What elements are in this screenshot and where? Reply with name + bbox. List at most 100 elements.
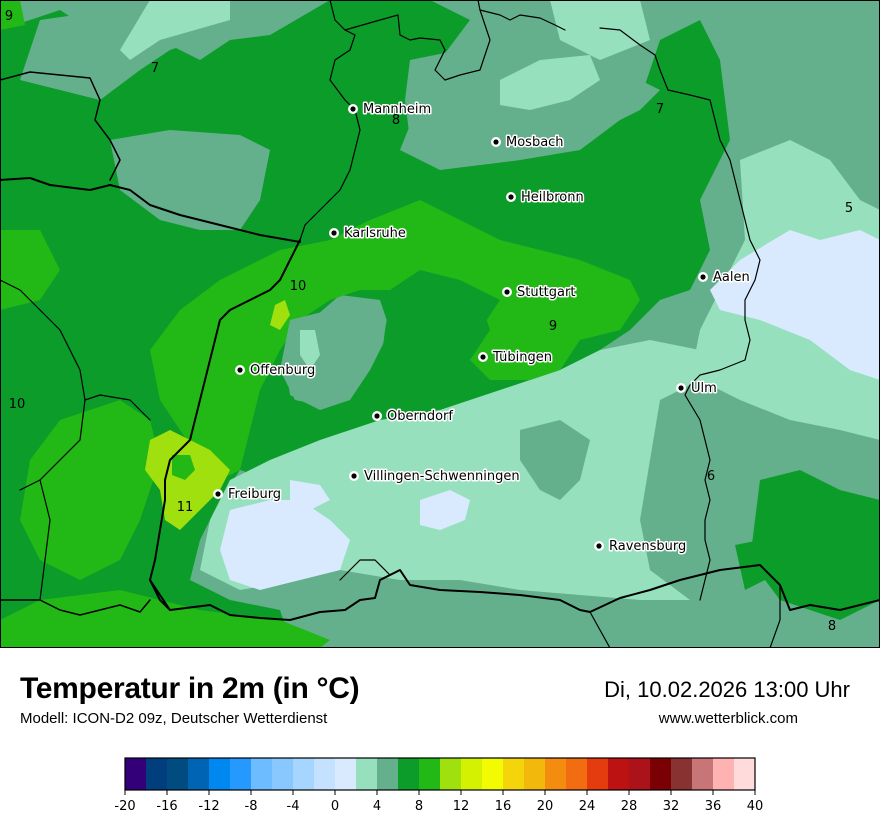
contour-value-label: 7 xyxy=(151,61,159,76)
colorbar-swatch xyxy=(419,758,441,790)
model-subtitle: Modell: ICON-D2 09z, Deutscher Wetterdie… xyxy=(20,710,328,727)
colorbar-swatch xyxy=(167,758,189,790)
region-2-4-blackforest xyxy=(300,330,320,370)
colorbar-tick-label: 8 xyxy=(415,799,423,814)
contour-value-label: 10 xyxy=(9,397,26,412)
city-label: Karlsruhe xyxy=(344,226,406,241)
city-dot-icon xyxy=(678,385,684,391)
colorbar-tick-label: -4 xyxy=(287,799,300,814)
colorbar-tick-label: 0 xyxy=(331,799,339,814)
city-marker: Heilbronn xyxy=(506,189,585,207)
colorbar-swatch xyxy=(503,758,525,790)
colorbar-swatch xyxy=(146,758,168,790)
colorbar-swatch xyxy=(587,758,609,790)
city-label: Ulm xyxy=(691,381,717,396)
city-marker: Ravensburg xyxy=(594,538,688,556)
colorbar-swatch xyxy=(188,758,210,790)
colorbar-tick-label: -8 xyxy=(245,799,258,814)
city-marker: Villingen-Schwenningen xyxy=(349,468,521,486)
city-marker: Mannheim xyxy=(348,101,433,119)
region-6-8-southeast xyxy=(750,470,880,620)
region-4-6-lake xyxy=(290,580,640,648)
region-8-10-rhine xyxy=(150,200,640,480)
region-6-8-southeast2 xyxy=(735,540,765,590)
region-10-12-freiburg xyxy=(145,430,230,530)
region-8-10-sw xyxy=(20,400,160,580)
colorbar-tick-label: -20 xyxy=(114,799,135,814)
page-title: Temperatur in 2m (in °C) xyxy=(20,672,360,705)
city-label: Heilbronn xyxy=(521,190,584,205)
city-label: Freiburg xyxy=(228,487,281,502)
colorbar-swatch xyxy=(566,758,588,790)
city-marker: Karlsruhe xyxy=(329,225,407,243)
colorbar-swatch xyxy=(713,758,735,790)
colorbar-swatch xyxy=(377,758,399,790)
colorbar-swatch xyxy=(230,758,252,790)
city-dot-icon xyxy=(480,354,486,360)
contour-value-label: 8 xyxy=(392,113,400,128)
colorbar-frame xyxy=(124,757,756,791)
contour-value-label: 10 xyxy=(290,279,307,294)
city-marker: Ulm xyxy=(676,380,718,398)
colorbar-swatch xyxy=(398,758,420,790)
region-8-10-north xyxy=(0,0,25,30)
region-2-4-north xyxy=(120,0,230,60)
colorbar-swatch xyxy=(629,758,651,790)
region-0-2-south2 xyxy=(420,490,470,530)
city-marker: Aalen xyxy=(698,269,751,287)
region-10-12-offenburg xyxy=(270,300,290,330)
city-dot-icon xyxy=(350,106,356,112)
contour-value-label: 11 xyxy=(177,500,194,515)
colorbar-swatch xyxy=(734,758,756,790)
colorbar-swatch xyxy=(356,758,378,790)
colorbar-swatch xyxy=(524,758,546,790)
colorbar-swatch xyxy=(482,758,504,790)
colorbar-tick-label: 40 xyxy=(747,799,764,814)
region-0-2-south3 xyxy=(290,480,330,510)
contour-value-label: 5 xyxy=(845,201,853,216)
city-label: Mosbach xyxy=(506,135,564,150)
city-dot-icon xyxy=(508,194,514,200)
colorbar-swatch xyxy=(608,758,630,790)
city-label: Offenburg xyxy=(250,363,315,378)
colorbar-swatch xyxy=(272,758,294,790)
colorbar-swatches xyxy=(125,758,756,790)
city-label: Oberndorf xyxy=(387,409,453,424)
city-dot-icon xyxy=(493,139,499,145)
city-dot-icon xyxy=(215,491,221,497)
website-link[interactable]: www.wetterblick.com xyxy=(658,710,798,727)
contour-value-label: 8 xyxy=(828,619,836,634)
valid-datetime: Di, 10.02.2026 13:00 Uhr xyxy=(604,677,850,702)
region-8-10-south-bottom xyxy=(0,590,330,648)
temperature-map: Mannheim Mosbach Heilbronn Karlsruhe Aalen St… xyxy=(0,0,880,648)
colorbar-swatch xyxy=(335,758,357,790)
contour-value-label: 6 xyxy=(707,469,715,484)
region-4-6-southcentral xyxy=(520,420,590,500)
city-marker: Offenburg xyxy=(235,362,317,380)
colorbar-tick-label: 16 xyxy=(495,799,512,814)
region-0-2-east xyxy=(710,230,880,380)
colorbar-tick-label: -16 xyxy=(156,799,177,814)
colorbar-swatch xyxy=(125,758,147,790)
colorbar-tick-label: 32 xyxy=(663,799,680,814)
region-2-4-mosbach xyxy=(500,55,600,110)
city-dot-icon xyxy=(351,473,357,479)
colorbar-swatch xyxy=(293,758,315,790)
city-marker: Tübingen xyxy=(478,349,554,367)
colorbar-swatch xyxy=(671,758,693,790)
city-marker: Stuttgart xyxy=(502,284,577,302)
colorbar-legend: -20 -16 -12 -8 -4 0 4 8 12 16 20 24 28 32 36 40 xyxy=(114,757,764,814)
colorbar-tick-label: 20 xyxy=(537,799,554,814)
colorbar-swatch xyxy=(440,758,462,790)
colorbar-swatch xyxy=(314,758,336,790)
contour-value-label: 9 xyxy=(549,319,557,334)
contour-value-label: 7 xyxy=(656,102,664,117)
colorbar-swatch xyxy=(209,758,231,790)
colorbar-swatch xyxy=(650,758,672,790)
region-0-2-south xyxy=(220,500,350,590)
colorbar-swatch xyxy=(461,758,483,790)
borders xyxy=(0,0,880,648)
city-dot-icon xyxy=(237,367,243,373)
city-dot-icon xyxy=(700,274,706,280)
city-label: Mannheim xyxy=(363,102,431,117)
